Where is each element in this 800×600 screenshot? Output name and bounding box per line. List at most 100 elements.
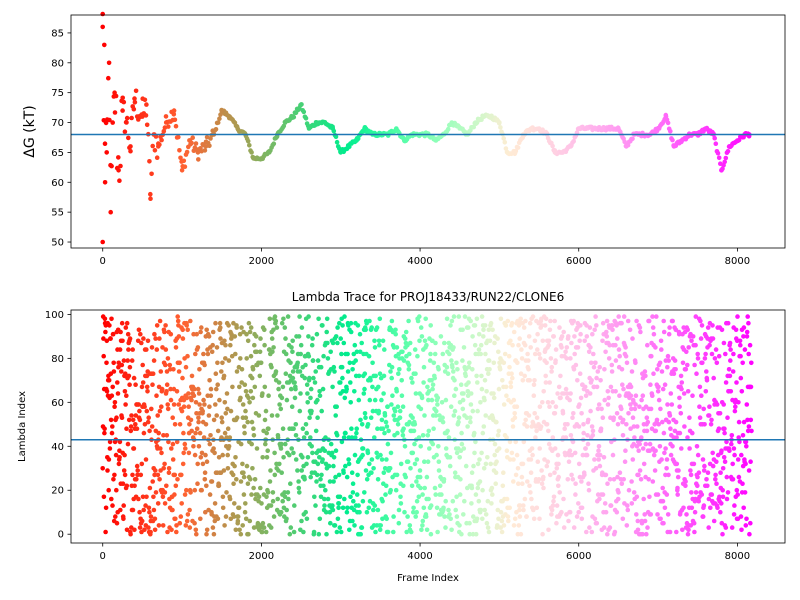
- lambda-point: [410, 415, 415, 421]
- lambda-point: [688, 468, 693, 473]
- dg-point: [503, 146, 509, 151]
- lambda-point: [280, 498, 286, 504]
- lambda-point: [125, 358, 130, 363]
- lambda-point: [519, 474, 525, 480]
- lambda-point: [197, 367, 202, 372]
- lambda-point: [486, 371, 491, 377]
- lambda-point: [664, 466, 669, 471]
- lambda-point: [175, 314, 180, 319]
- lambda-point: [275, 435, 281, 440]
- lambda-point: [372, 345, 378, 350]
- lambda-point: [322, 503, 327, 508]
- lambda-point: [526, 367, 531, 372]
- lambda-point: [625, 507, 631, 513]
- lambda-point: [521, 503, 526, 508]
- lambda-point: [349, 470, 355, 476]
- lambda-point: [223, 514, 229, 519]
- lambda-point: [704, 378, 710, 383]
- lambda-point: [183, 364, 189, 370]
- lambda-point: [649, 353, 654, 359]
- lambda-point: [447, 463, 453, 469]
- lambda-point: [741, 325, 747, 330]
- lambda-point: [651, 452, 657, 458]
- lambda-point: [264, 430, 270, 436]
- lambda-point: [227, 435, 233, 440]
- lambda-point: [414, 479, 419, 484]
- lambda-point: [207, 492, 213, 497]
- lambda-point: [532, 351, 538, 357]
- lambda-point: [147, 509, 152, 515]
- lambda-point: [679, 446, 684, 451]
- lambda-point: [381, 470, 387, 476]
- lambda-point: [440, 419, 446, 425]
- lambda-point: [603, 472, 609, 478]
- lambda-point: [270, 490, 276, 495]
- lambda-point: [467, 520, 472, 526]
- lambda-point: [513, 439, 518, 445]
- dg-point: [207, 143, 212, 149]
- lambda-point: [341, 340, 347, 346]
- lambda-point: [281, 316, 286, 322]
- lambda-point: [334, 404, 340, 410]
- lambda-point: [130, 347, 135, 352]
- lambda-point: [318, 494, 324, 500]
- lambda-point: [637, 404, 642, 410]
- lambda-point: [609, 369, 615, 374]
- lambda-point: [437, 483, 443, 489]
- lambda-point: [266, 426, 271, 432]
- dg-point: [271, 141, 277, 146]
- dg-point: [576, 126, 581, 131]
- lambda-point: [546, 342, 551, 348]
- lambda-point: [569, 472, 574, 478]
- lambda-point: [146, 415, 151, 421]
- dg-point: [719, 168, 724, 173]
- lambda-point: [428, 351, 433, 357]
- lambda-point: [364, 477, 370, 482]
- dg-x-tick-label: 2000: [249, 256, 274, 267]
- lambda-point: [303, 362, 308, 368]
- lambda-point: [568, 391, 573, 396]
- lambda-point: [635, 527, 641, 533]
- lambda-point: [200, 461, 206, 467]
- lambda-point: [197, 402, 202, 407]
- lambda-point: [133, 413, 139, 418]
- lambda-point: [432, 351, 438, 357]
- lambda-point: [634, 494, 640, 500]
- lambda-point: [654, 314, 659, 319]
- lambda-point: [231, 514, 237, 519]
- lambda-point: [478, 507, 484, 513]
- lambda-point: [112, 400, 118, 405]
- lambda-point: [714, 481, 719, 487]
- lambda-point: [135, 472, 140, 478]
- lambda-point: [140, 380, 146, 385]
- lambda-point: [719, 501, 724, 506]
- lambda-point: [319, 472, 324, 478]
- lambda-point: [426, 397, 431, 403]
- lambda-point: [556, 483, 561, 489]
- lambda-point: [270, 498, 276, 504]
- dg-point: [481, 114, 486, 119]
- lambda-point: [254, 446, 260, 451]
- lambda-point: [155, 501, 161, 506]
- dg-point: [116, 155, 121, 160]
- lambda-point: [532, 411, 537, 416]
- lambda-point: [199, 450, 205, 456]
- lambda-point: [746, 424, 752, 429]
- lambda-point: [545, 459, 551, 465]
- lambda-point: [299, 468, 305, 473]
- dg-point: [202, 148, 208, 153]
- dg-point: [159, 137, 164, 143]
- lambda-point: [319, 408, 325, 414]
- lambda-point: [596, 402, 602, 407]
- lambda-point: [741, 419, 747, 425]
- lambda-point: [602, 397, 607, 403]
- lambda-point: [296, 485, 302, 491]
- lambda-point: [282, 490, 287, 495]
- lambda-point: [134, 477, 139, 482]
- lambda-point: [338, 529, 344, 535]
- lambda-point: [724, 474, 730, 480]
- lambda-point: [348, 329, 354, 335]
- lambda-point: [656, 384, 661, 390]
- dg-point: [148, 191, 153, 197]
- lambda-point: [466, 380, 471, 385]
